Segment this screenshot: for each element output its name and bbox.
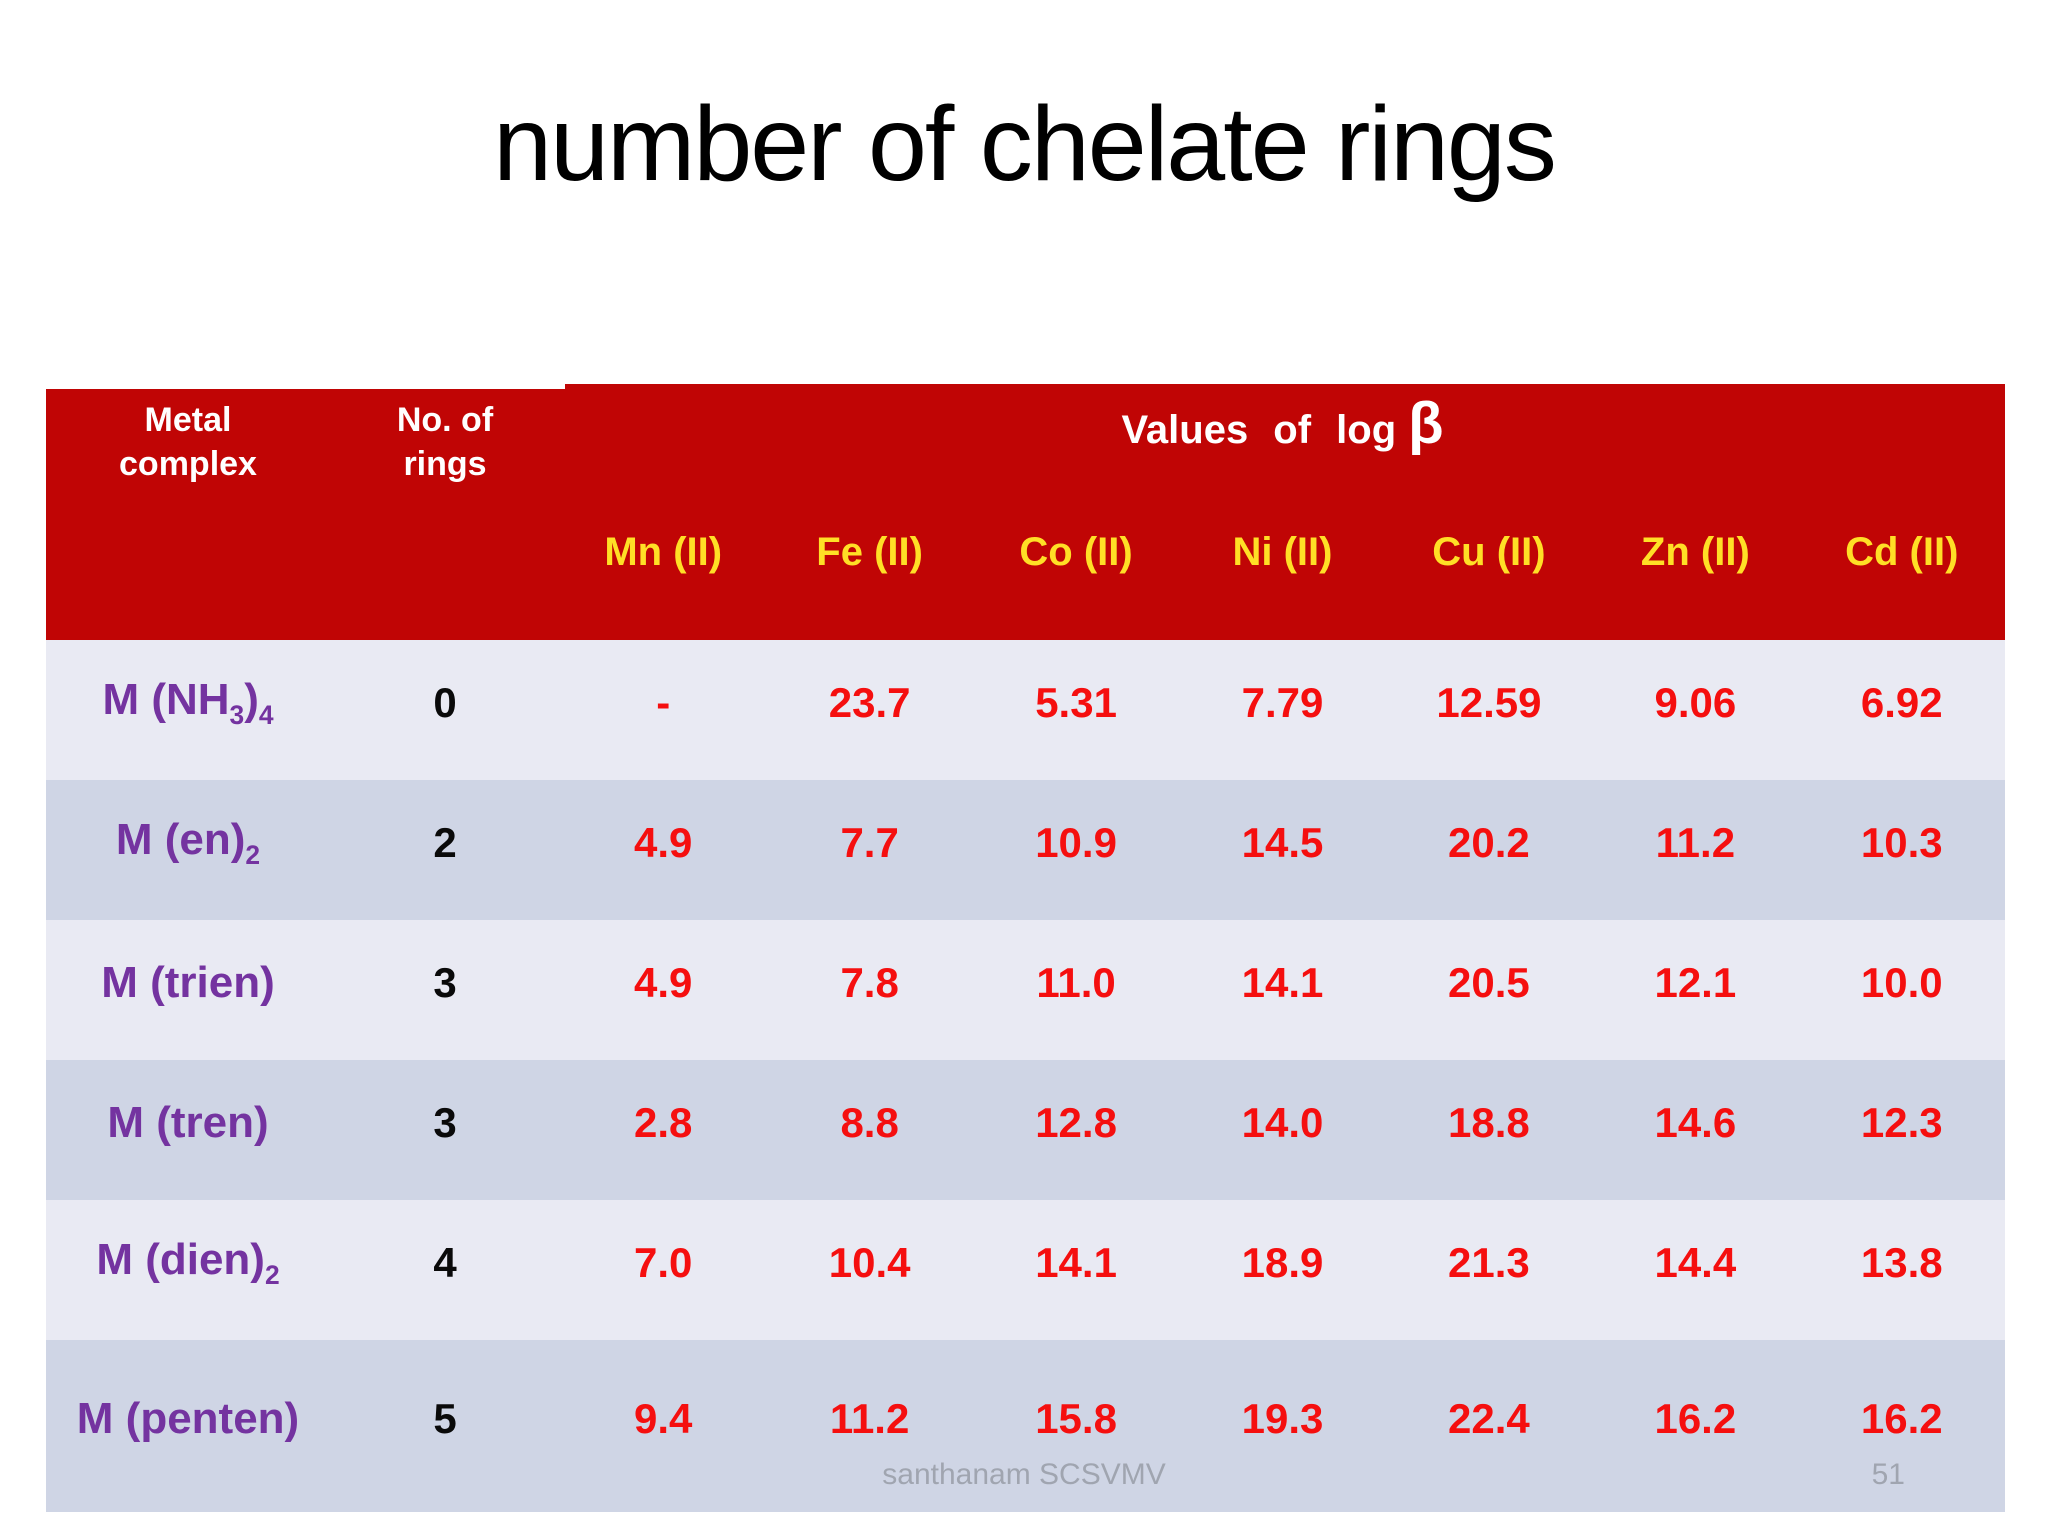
value-cell: 12.8 xyxy=(1035,1099,1117,1146)
value-cell: - xyxy=(656,679,671,726)
table-header: Metal complex No. of rings Values of log… xyxy=(46,384,2005,640)
value-cell: 7.79 xyxy=(1241,679,1324,726)
value-cell: 16.2 xyxy=(1860,1395,1943,1442)
metal-column-header-zn: Zn (II) xyxy=(1640,530,1750,574)
header-step-notch xyxy=(46,384,565,389)
value-cell: 15.8 xyxy=(1035,1395,1117,1442)
table-row: M (NH3)4 0 - 23.7 5.31 7.79 12.59 9.06 6.92 xyxy=(46,640,2005,780)
value-cell: 21.3 xyxy=(1448,1239,1530,1286)
table-row: M (trien) 3 4.9 7.8 11.0 14.1 20.5 12.1 10.0 xyxy=(46,920,2005,1060)
metal-complex-cell: M (tren) xyxy=(107,1098,269,1147)
values-of-log-label: Values of log xyxy=(1121,408,1397,452)
rings-cell: 3 xyxy=(433,1099,457,1146)
value-cell: 14.1 xyxy=(1035,1239,1117,1286)
footer-credit: santhanam SCSVMV xyxy=(882,1458,1166,1491)
value-cell: 9.4 xyxy=(634,1395,693,1442)
value-cell: 10.3 xyxy=(1860,819,1943,866)
rings-cell: 0 xyxy=(433,679,457,726)
value-cell: 5.31 xyxy=(1035,679,1117,726)
value-cell: 7.0 xyxy=(634,1239,693,1286)
table-header-top-row: Metal complex No. of rings Values of log… xyxy=(46,384,2005,504)
value-cell: 11.2 xyxy=(1655,819,1736,866)
value-cell: 14.0 xyxy=(1241,1099,1324,1146)
metal-complex-cell: M (trien) xyxy=(101,958,275,1007)
value-cell: 23.7 xyxy=(828,679,911,726)
value-cell: 16.2 xyxy=(1654,1395,1737,1442)
table-row: M (dien)2 4 7.0 10.4 14.1 18.9 21.3 14.4 13.8 xyxy=(46,1200,2005,1340)
col-header-metal-complex: Metal complex xyxy=(119,401,257,484)
value-cell: 10.0 xyxy=(1860,959,1943,1006)
header-spacer xyxy=(330,504,560,640)
table-header-metal-row: Mn (II) Fe (II) Co (II) Ni (II) Cu (II) … xyxy=(46,504,2005,640)
metal-column-header-fe: Fe (II) xyxy=(816,530,923,574)
page-number: 51 xyxy=(1871,1458,1905,1491)
metal-complex-cell: M (NH3)4 xyxy=(102,675,274,730)
value-cell: 6.92 xyxy=(1860,679,1943,726)
col-header-no-of-rings: No. of rings xyxy=(396,401,494,484)
rings-cell: 4 xyxy=(433,1239,457,1286)
value-cell: 14.1 xyxy=(1241,959,1324,1006)
metal-complex-cell: M (dien)2 xyxy=(96,1235,280,1290)
value-cell: 18.9 xyxy=(1241,1239,1324,1286)
values-of-log-beta-header: Values of log β xyxy=(560,384,2005,504)
rings-cell: 2 xyxy=(433,819,457,866)
metal-column-header-cu: Cu (II) xyxy=(1432,530,1546,574)
value-cell: 2.8 xyxy=(634,1099,693,1146)
value-cell: 18.8 xyxy=(1448,1099,1530,1146)
value-cell: 4.9 xyxy=(634,959,693,1006)
table-row: M (en)2 2 4.9 7.7 10.9 14.5 20.2 11.2 10.3 xyxy=(46,780,2005,920)
beta-symbol: β xyxy=(1408,391,1444,456)
header-spacer xyxy=(46,504,330,640)
metal-column-header-co: Co (II) xyxy=(1019,530,1133,574)
value-cell: 12.59 xyxy=(1436,679,1542,726)
value-cell: 20.2 xyxy=(1448,819,1530,866)
table-body: M (NH3)4 0 - 23.7 5.31 7.79 12.59 9.06 6.92 M (en… xyxy=(46,640,2005,1512)
value-cell: 9.06 xyxy=(1654,679,1737,726)
rings-cell: 3 xyxy=(433,959,457,1006)
table-row: M (penten) 5 9.4 11.2 15.8 19.3 22.4 16.2 16.2 xyxy=(46,1340,2005,1512)
value-cell: 11.2 xyxy=(829,1395,910,1442)
value-cell: 10.4 xyxy=(828,1239,911,1286)
value-cell: 4.9 xyxy=(634,819,693,866)
slide-title: number of chelate rings xyxy=(493,85,1557,203)
table-row: M (tren) 3 2.8 8.8 12.8 14.0 18.8 14.6 12.3 xyxy=(46,1060,2005,1200)
value-cell: 19.3 xyxy=(1241,1395,1324,1442)
value-cell: 13.8 xyxy=(1860,1239,1943,1286)
value-cell: 22.4 xyxy=(1448,1395,1530,1442)
metal-column-header-ni: Ni (II) xyxy=(1232,530,1333,574)
metal-complex-cell: M (en)2 xyxy=(115,815,261,870)
chelate-rings-table: Metal complex No. of rings Values of log… xyxy=(46,384,2005,1512)
value-cell: 12.1 xyxy=(1654,959,1737,1006)
metal-column-header-mn: Mn (II) xyxy=(604,530,723,574)
value-cell: 14.6 xyxy=(1654,1099,1737,1146)
value-cell: 10.9 xyxy=(1035,819,1117,866)
value-cell: 14.5 xyxy=(1241,819,1324,866)
value-cell: 11.0 xyxy=(1036,959,1116,1006)
metal-complex-cell: M (penten) xyxy=(76,1394,300,1443)
rings-cell: 5 xyxy=(433,1395,457,1442)
value-cell: 8.8 xyxy=(840,1099,899,1146)
value-cell: 7.8 xyxy=(840,959,899,1006)
value-cell: 20.5 xyxy=(1448,959,1530,1006)
metal-column-header-cd: Cd (II) xyxy=(1845,530,1959,574)
value-cell: 12.3 xyxy=(1860,1099,1943,1146)
value-cell: 14.4 xyxy=(1654,1239,1737,1286)
value-cell: 7.7 xyxy=(840,819,899,866)
